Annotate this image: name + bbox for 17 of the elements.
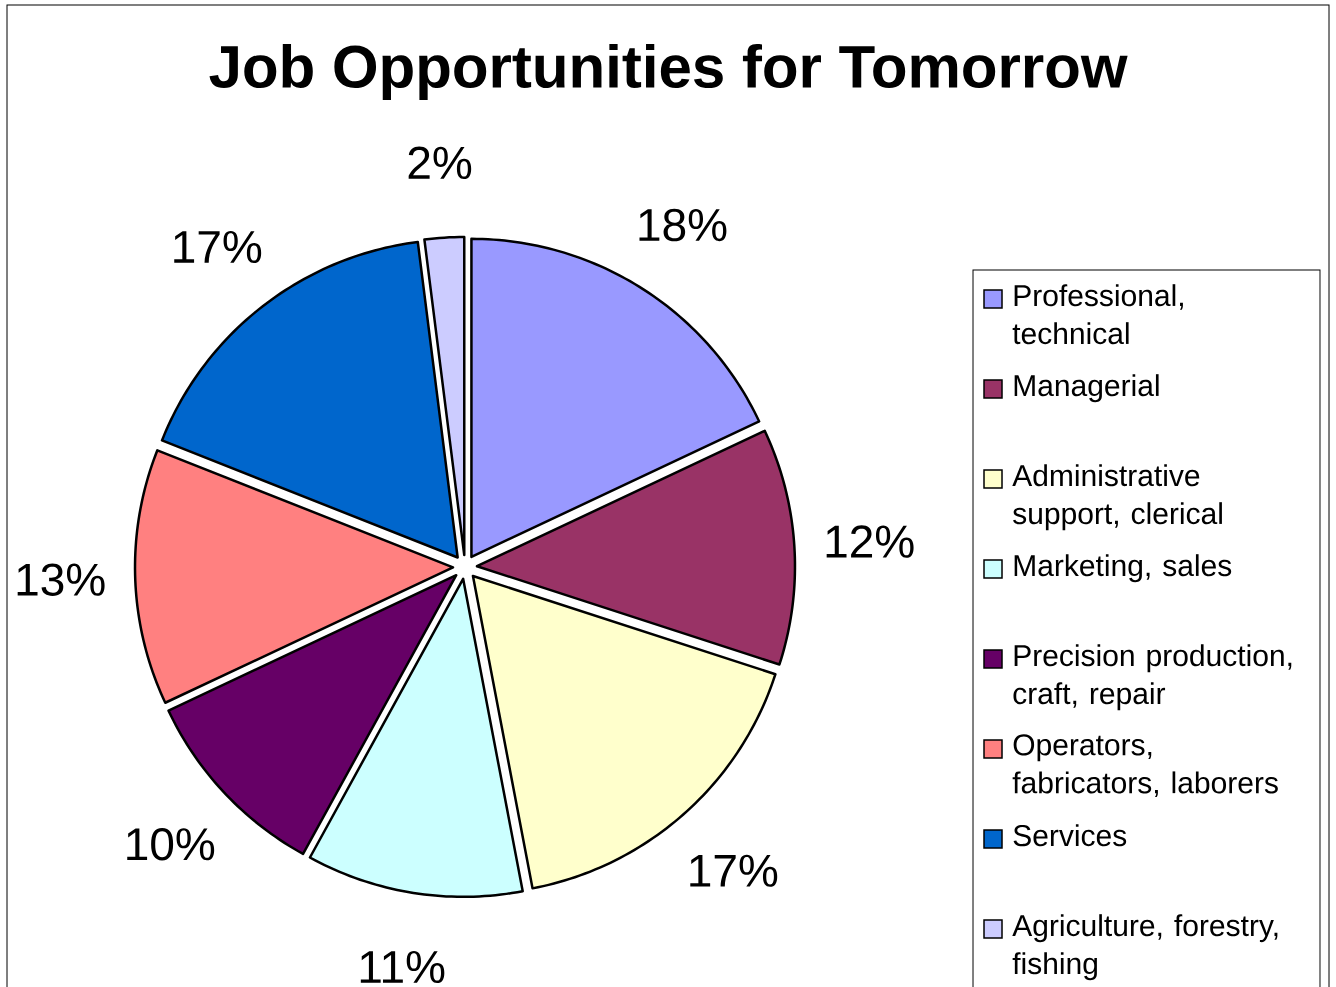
data-label: 12% — [826, 525, 914, 558]
data-label: 18% — [639, 208, 727, 242]
legend-label: Professional, technical — [1012, 284, 1183, 345]
data-label: 13% — [17, 563, 105, 596]
data-label: 2% — [408, 146, 472, 179]
legend-label: Agriculture, forestry, fishing — [1012, 914, 1278, 981]
legend-label: Marketing, sales — [1014, 554, 1232, 583]
legend-label: Managerial — [1014, 374, 1159, 403]
data-label: 17% — [690, 854, 778, 887]
legend-label: Services — [1013, 824, 1127, 847]
data-label: 17% — [174, 230, 262, 264]
legend-label: Administrative support, clerical — [1012, 464, 1222, 531]
data-label: 10% — [127, 827, 215, 861]
legend-label: Precision production, craft, repair — [1013, 644, 1292, 711]
legend-label: Operators, fabricators, laborers — [1012, 734, 1278, 797]
data-label: 11% — [360, 950, 445, 984]
chart-title: Job Opportunities for Tomorrow — [209, 44, 1128, 100]
